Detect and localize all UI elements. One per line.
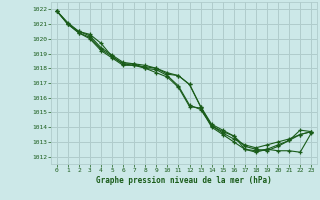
X-axis label: Graphe pression niveau de la mer (hPa): Graphe pression niveau de la mer (hPa): [96, 176, 272, 185]
